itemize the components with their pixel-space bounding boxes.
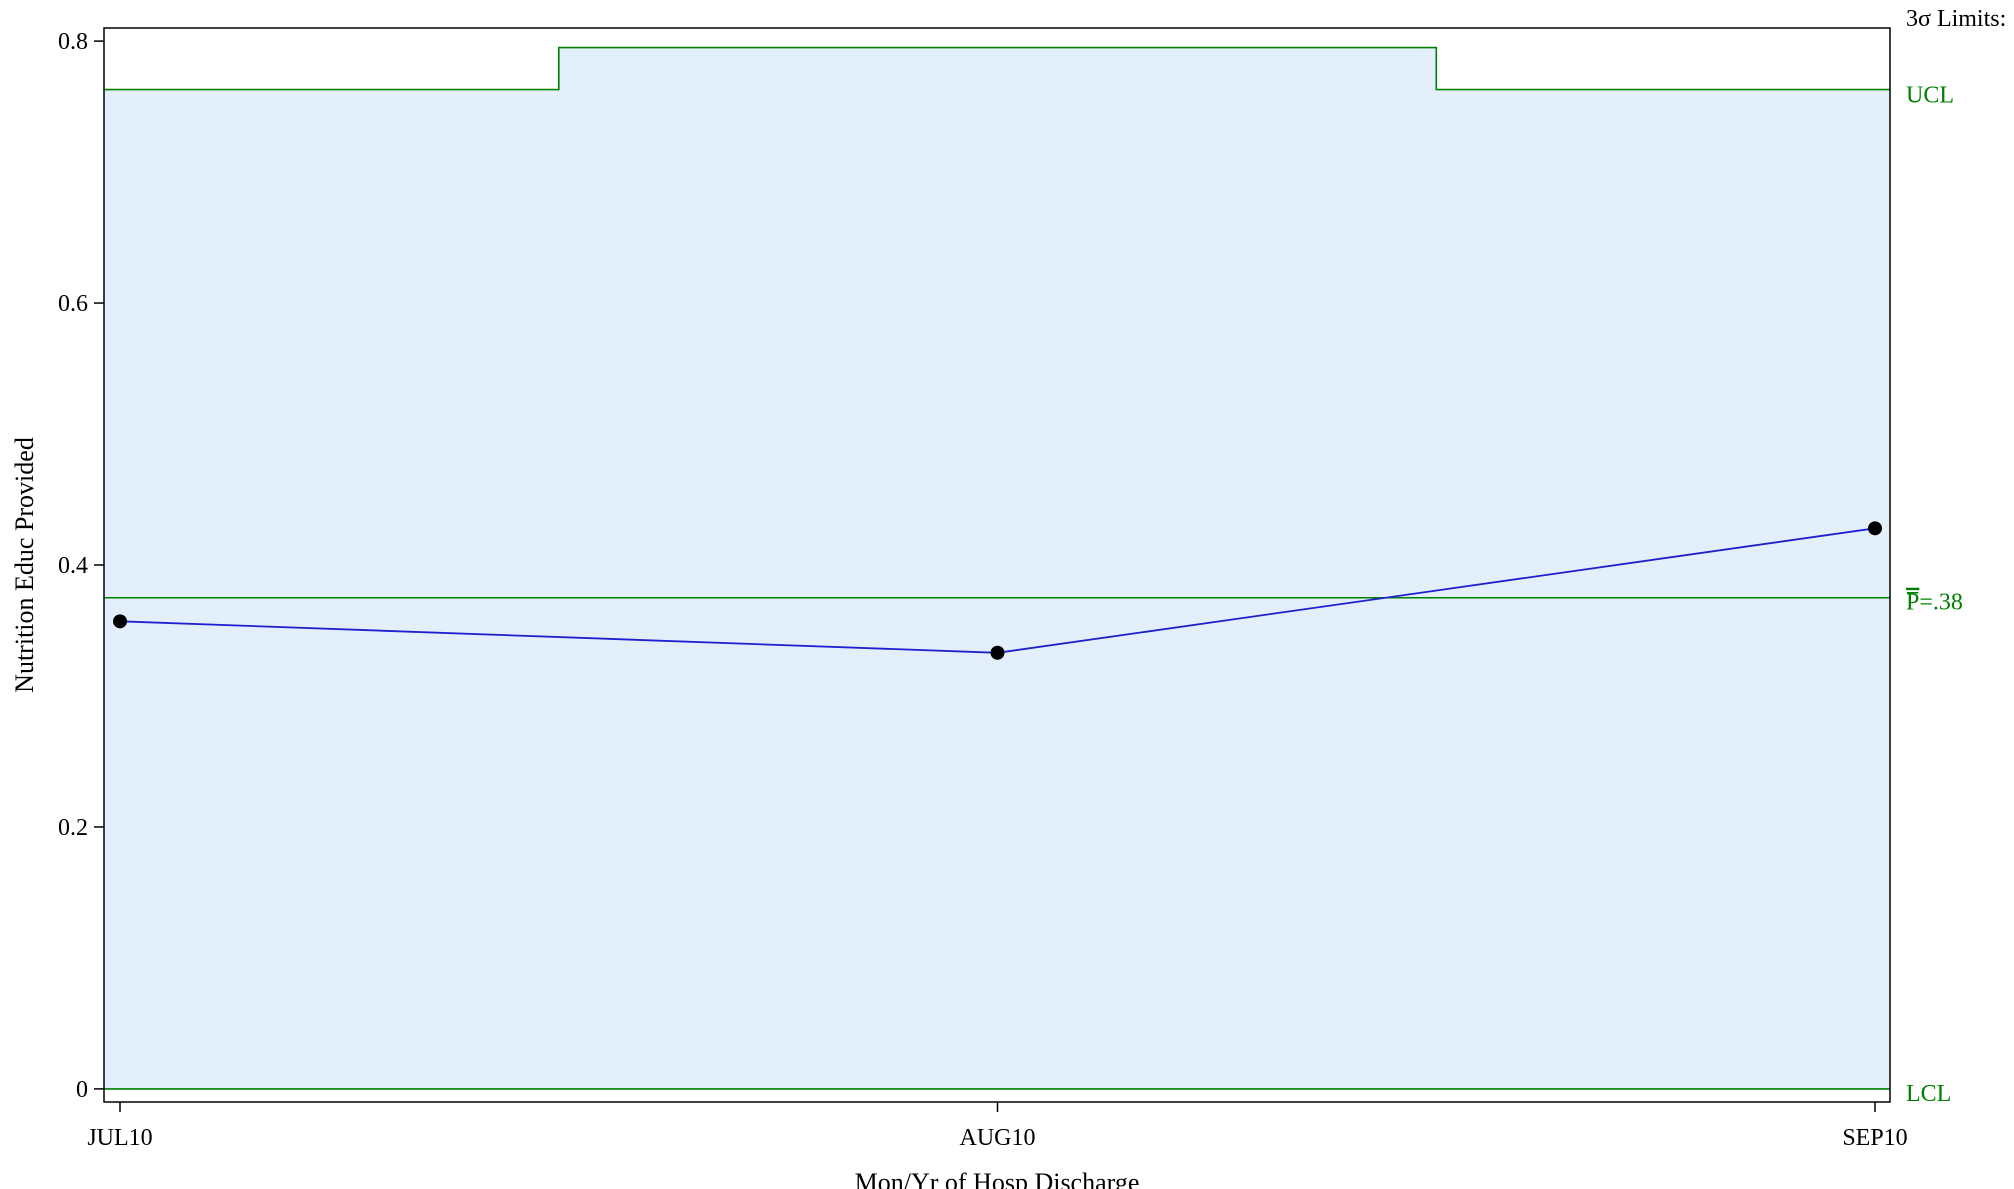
y-tick-label: 0.6	[58, 291, 88, 317]
y-tick-label: 0.2	[58, 815, 88, 841]
data-point	[1868, 521, 1882, 536]
y-tick-label: 0	[76, 1077, 88, 1103]
ucl-label: UCL	[1906, 83, 1954, 109]
y-tick-label: 0.8	[58, 29, 88, 55]
data-point	[113, 614, 127, 629]
x-tick-label: AUG10	[960, 1125, 1036, 1151]
data-point	[990, 645, 1005, 660]
lcl-label: LCL	[1906, 1081, 1951, 1107]
y-axis: 0 0.2 0.4 0.6 0.8	[58, 29, 104, 1103]
series-layer	[113, 521, 1882, 660]
center-line-label-symbol: P	[1906, 590, 1919, 616]
x-tick-label: JUL10	[87, 1125, 152, 1151]
x-axis-title: Mon/Yr of Hosp Discharge	[855, 1168, 1140, 1189]
center-line-label-value: =.38	[1919, 590, 1963, 616]
control-limit-band-layer	[104, 47, 1890, 1089]
limits-heading: 3σ Limits:	[1906, 6, 2006, 32]
control-limit-lines	[104, 46, 1890, 1090]
x-axis: JUL10 AUG10 SEP10	[87, 1102, 1908, 1151]
ucl-line	[104, 46, 1890, 91]
x-tick-label: SEP10	[1842, 1125, 1907, 1151]
y-tick-label: 0.4	[58, 553, 88, 579]
center-line-label: P=.38	[1906, 590, 1963, 616]
control-limit-band	[104, 47, 1890, 1089]
y-axis-title: Nutrition Educ Provided	[10, 437, 39, 693]
